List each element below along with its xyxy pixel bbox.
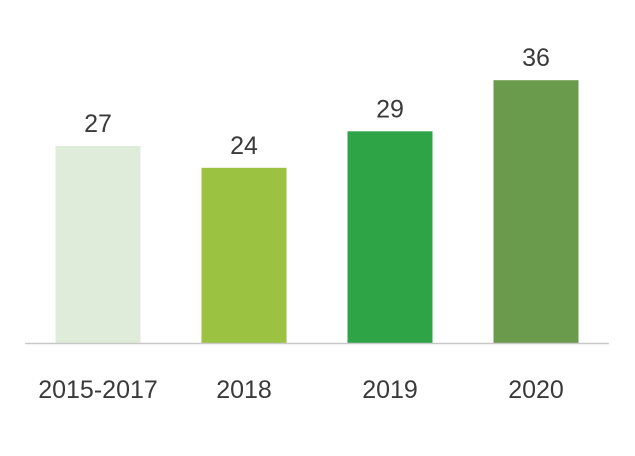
bar-2015-2017 (55, 145, 141, 343)
value-label-2020: 36 (522, 44, 550, 72)
x-tick-label-2018: 2018 (216, 376, 272, 404)
value-label-2019: 29 (376, 95, 404, 123)
bar-2020 (493, 80, 579, 343)
x-tick-label-2019: 2019 (362, 376, 418, 404)
value-label-2018: 24 (230, 132, 258, 160)
x-tick-labels-layer: 2015-2017 2018 2019 2020 (38, 376, 564, 404)
bar-2019 (347, 131, 433, 343)
bars-layer (55, 80, 579, 343)
bar-2018 (201, 167, 287, 343)
x-tick-label-2015-2017: 2015-2017 (38, 376, 158, 404)
value-label-2015-2017: 27 (84, 110, 112, 138)
x-tick-label-2020: 2020 (508, 376, 564, 404)
value-labels-layer: 27 24 29 36 (84, 44, 550, 160)
